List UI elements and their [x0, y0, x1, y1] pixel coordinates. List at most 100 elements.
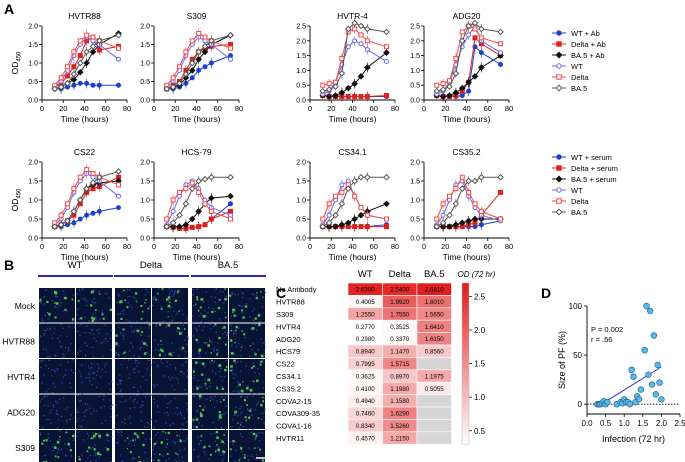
heatmap-cell-fill — [416, 394, 452, 408]
y-tick-label: 2.5 — [296, 24, 306, 31]
data-point — [338, 200, 346, 208]
data-point — [459, 93, 465, 99]
colorbar-tick-label: 2.0 — [474, 326, 486, 335]
data-point — [183, 49, 189, 55]
heatmap-row-label: CS34.1 — [276, 372, 301, 381]
data-point — [478, 173, 485, 181]
x-tick-label: 60 — [484, 104, 492, 113]
data-point — [434, 82, 440, 88]
data-point — [70, 208, 78, 215]
data-point — [478, 64, 485, 71]
data-point — [116, 82, 121, 88]
data-point — [352, 93, 358, 99]
x-tick-label: 20 — [59, 242, 67, 251]
micrograph-tile — [39, 394, 75, 430]
data-point — [498, 41, 503, 47]
heatmap-column-label: Delta — [389, 269, 412, 280]
nuclei-stain — [115, 394, 152, 428]
data-point — [89, 43, 97, 50]
heatmap-cell-fill — [416, 406, 452, 420]
chart-title: HVTR88 — [68, 11, 101, 21]
data-point — [383, 28, 390, 36]
tile-background — [152, 323, 188, 358]
tile-background — [229, 323, 265, 358]
legend-item: BA.5 + Ab — [552, 51, 605, 60]
scatter-point — [645, 371, 652, 378]
od-chart-2: S309 0.0 0.5 1.0 1.5 2.0 0 20 40 60 80 Time (hours) — [140, 11, 243, 124]
scatter-point — [626, 400, 633, 408]
data-point — [338, 221, 346, 229]
x-tick-label: 40 — [348, 242, 356, 251]
y-tick-label: 100 — [569, 302, 583, 311]
micrograph-tile — [152, 359, 189, 394]
data-point — [177, 189, 182, 195]
data-point — [465, 78, 472, 86]
x-tick-label: 20 — [327, 104, 335, 113]
nuclei-stain — [39, 430, 75, 462]
nuclei-stain — [231, 395, 266, 431]
data-point — [446, 83, 453, 90]
od-chart-5: CS22 0.0 0.5 1.0 1.5 2.0 0 20 40 60 80 Time (hours)… — [10, 147, 131, 262]
nuclei-stain — [117, 359, 152, 395]
data-point — [188, 59, 196, 67]
data-point — [64, 80, 71, 87]
data-point — [364, 64, 371, 71]
tile-background — [39, 323, 75, 358]
tile-background — [39, 394, 75, 429]
y-tick-label: 0.5 — [410, 83, 420, 90]
heatmap-cell — [416, 419, 452, 433]
data-point — [77, 174, 83, 180]
data-point — [338, 89, 346, 96]
data-point — [83, 48, 90, 56]
data-point — [71, 49, 77, 55]
scatter-point — [643, 302, 650, 310]
y-tick-label: 1.5 — [410, 53, 420, 60]
scatter-point — [656, 379, 663, 386]
heatmap-cell: 1.8010 — [416, 295, 452, 309]
x-tick-label: 80 — [235, 242, 243, 251]
heatmap-cell-value: 0.5055 — [425, 386, 444, 393]
y-tick-label: 0.0 — [410, 98, 420, 105]
heatmap-cell-value: 0.4005 — [356, 299, 375, 306]
data-point — [471, 19, 479, 27]
panel-c: WT Delta BA.5 OD (72 hr) No Antibody 2.6300 2.… — [276, 269, 496, 445]
x-tick-label: 2.5 — [674, 419, 685, 428]
x-axis-label: Time (hours) — [61, 114, 109, 124]
data-point — [57, 83, 65, 91]
data-point — [357, 211, 365, 219]
x-axis-label: Time (hours) — [173, 252, 221, 262]
data-point — [344, 219, 352, 227]
micrograph-tile — [229, 394, 266, 431]
data-point — [465, 177, 472, 185]
od-chart-4: ADG20 0.0 0.5 1.0 1.5 2.0 2.5 0 20 40 60 80 Time (ho… — [410, 11, 513, 124]
x-axis-label: Time (hours) — [61, 252, 109, 262]
data-point — [364, 38, 370, 44]
data-point — [447, 193, 452, 199]
tile-background — [39, 359, 75, 394]
data-point — [498, 189, 503, 195]
data-point — [364, 173, 371, 181]
heatmap-cell-value: 0.4570 — [356, 435, 375, 442]
heatmap-cell-value: 0.2770 — [356, 324, 375, 331]
data-point — [188, 215, 196, 223]
y-tick-label: 1.5 — [140, 42, 150, 49]
y-tick-label: 1.0 — [28, 61, 38, 68]
data-point — [478, 50, 484, 56]
legend-label: BA.5 + Ab — [571, 51, 605, 60]
panel-label-c: C — [276, 285, 286, 301]
data-point — [458, 219, 466, 227]
legend-marker — [555, 51, 563, 59]
data-point — [358, 93, 364, 99]
data-point — [452, 70, 460, 77]
data-point — [497, 28, 504, 36]
data-point — [202, 34, 208, 40]
tile-background — [76, 394, 112, 429]
tile-background — [39, 430, 75, 462]
heatmap-cell: 1.6290 — [382, 406, 418, 420]
scatter-point — [647, 307, 654, 315]
heatmap-cell: 2.6810 — [416, 282, 452, 296]
data-point — [189, 224, 195, 230]
infection-stain — [193, 359, 228, 390]
data-point — [453, 186, 459, 192]
